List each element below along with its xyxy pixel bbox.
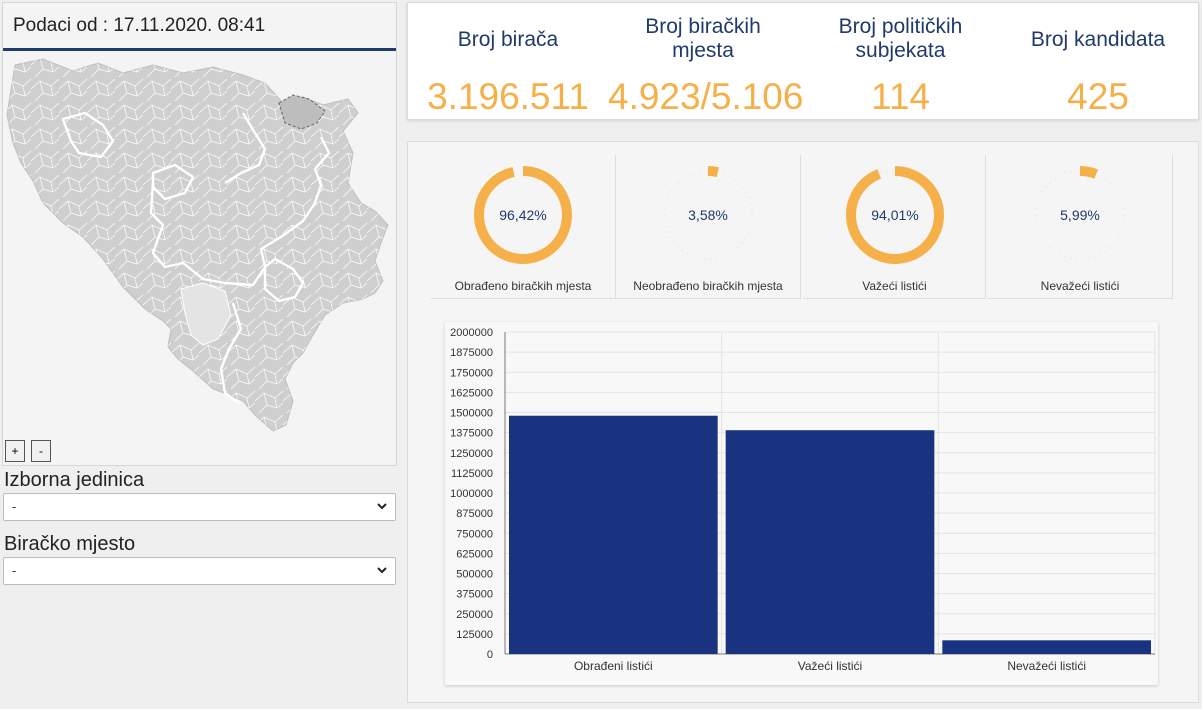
gauge-arc <box>474 166 572 264</box>
gauge-label: Važeći listići <box>862 279 927 293</box>
zoom-in-button[interactable]: + <box>5 440 25 462</box>
summary-stats: Broj birača 3.196.511 Broj biračkih mjes… <box>407 2 1199 120</box>
stat-value-candidates: 425 <box>1067 76 1129 117</box>
gauge-label: Neobrađeno biračkih mjesta <box>633 279 783 293</box>
y-tick-label: 1125000 <box>451 468 493 480</box>
x-tick-label: Obrađeni listići <box>574 659 653 673</box>
data-timestamp: Podaci od : 17.11.2020. 08:41 <box>3 3 396 51</box>
y-tick-label: 750000 <box>456 528 493 540</box>
map-panel: Podaci od : 17.11.2020. 08:41 <box>2 2 397 466</box>
stat-label: mjesta <box>672 39 734 62</box>
stat-value-political-subjects: 114 <box>871 76 930 117</box>
y-tick-label: 125000 <box>456 629 493 641</box>
y-tick-label: 0 <box>487 649 493 661</box>
y-tick-label: 1750000 <box>450 367 493 379</box>
stat-label: Broj političkih <box>838 15 963 38</box>
chevron-down-icon <box>377 503 387 510</box>
donut-gauge: 5,99% <box>1031 166 1129 264</box>
x-tick-label: Važeći listići <box>798 659 862 673</box>
stat-label: subjekata <box>855 39 946 62</box>
y-tick-label: 1625000 <box>450 387 493 399</box>
y-tick-label: 1500000 <box>450 408 493 420</box>
gauge-arc <box>845 166 944 264</box>
gauge-value: 94,01% <box>871 207 918 223</box>
stat-polling-stations: Broj biračkih mjesta <box>608 15 798 63</box>
y-tick-label: 1250000 <box>450 448 493 460</box>
y-tick-label: 625000 <box>456 548 493 560</box>
entity-borders <box>61 111 331 404</box>
ballots-bar-chart: 0 125000 250000 375000 500000 625000 750000 875… <box>445 322 1158 685</box>
gauge-card: 3,58% Neobrađeno biračkih mjesta <box>616 155 801 299</box>
gauge-card: 94,01% Važeći listići <box>804 155 986 299</box>
y-tick-label: 500000 <box>456 569 493 581</box>
bar <box>942 640 1151 654</box>
map-district-outline <box>278 94 326 130</box>
stat-label: Broj birača <box>457 28 559 51</box>
donut-gauge: 94,01% <box>845 166 944 264</box>
chevron-down-icon <box>377 567 387 574</box>
y-tick-label: 375000 <box>456 589 493 601</box>
donut-gauge: 3,58% <box>659 166 757 264</box>
gauge-label: Nevažeći listići <box>1040 279 1120 293</box>
zoom-out-button[interactable]: - <box>31 440 51 462</box>
gauge-track <box>663 170 753 260</box>
constituency-label: Izborna jedinica <box>4 469 145 491</box>
stat-value-polling-stations: 4.923/5.106 <box>608 76 804 117</box>
polling-station-label: Biračko mjesto <box>4 533 136 555</box>
y-tick-label: 1000000 <box>450 488 493 500</box>
x-tick-label: Nevažeći listići <box>1007 659 1086 673</box>
chart-svg: 0 125000 250000 375000 500000 625000 750000 875… <box>450 327 1156 673</box>
gauge-arc <box>659 166 757 264</box>
gauge-card: 96,42% Obrađeno biračkih mjesta <box>431 155 616 299</box>
y-tick-label: 2000000 <box>450 327 493 339</box>
stat-label: Broj kandidata <box>1030 28 1166 51</box>
gauge-value: 5,99% <box>1060 207 1100 223</box>
gauge-label: Obrađeno biračkih mjesta <box>454 279 592 293</box>
y-tick-label: 1375000 <box>450 428 493 440</box>
stat-voters: Broj birača <box>418 28 598 52</box>
constituency-select[interactable]: - <box>3 493 396 521</box>
y-tick-label: 875000 <box>456 508 493 520</box>
gauge-arc <box>1031 166 1129 264</box>
polling-station-select[interactable]: - <box>3 557 396 585</box>
gauge-value: 96,42% <box>499 207 546 223</box>
y-tick-label: 250000 <box>456 609 493 621</box>
bar <box>509 415 718 654</box>
stat-political-subjects: Broj političkih subjekata <box>808 15 993 63</box>
map-region-highlight <box>180 282 232 346</box>
constituency-value: - <box>12 499 17 514</box>
stat-label: Broj biračkih <box>645 15 761 38</box>
bih-map[interactable] <box>3 53 396 438</box>
bar <box>725 430 935 654</box>
gauge-value: 3,58% <box>688 207 728 223</box>
gauge-card: 5,99% Nevažeći listići <box>988 155 1173 299</box>
stat-value-voters: 3.196.511 <box>427 76 589 117</box>
y-tick-label: 1875000 <box>450 347 493 359</box>
stat-candidates: Broj kandidata <box>1003 28 1193 52</box>
polling-station-value: - <box>12 563 17 578</box>
donut-gauge: 96,42% <box>474 166 572 264</box>
gauge-track <box>1035 170 1125 260</box>
